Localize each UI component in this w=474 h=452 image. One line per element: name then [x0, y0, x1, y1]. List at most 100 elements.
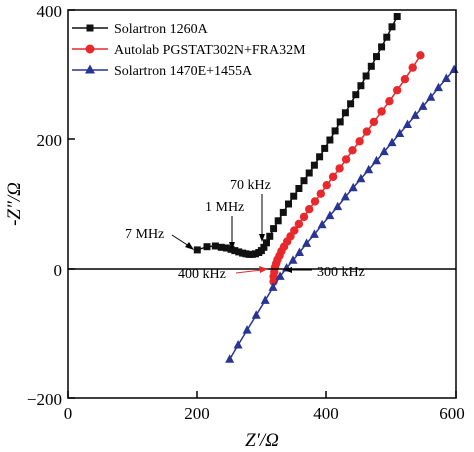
x-tick-label: 400 — [313, 404, 339, 423]
x-tick-label: 200 — [184, 404, 210, 423]
data-point — [203, 243, 211, 251]
data-point — [393, 13, 401, 20]
data-point — [305, 205, 314, 214]
data-point — [302, 238, 312, 247]
series-3 — [225, 64, 459, 363]
data-point — [393, 86, 402, 95]
data-point — [222, 244, 230, 252]
data-point — [266, 232, 274, 240]
data-point — [310, 161, 318, 169]
data-point — [251, 310, 261, 319]
data-point — [321, 144, 329, 152]
data-point — [426, 92, 436, 101]
data-point — [335, 164, 344, 173]
x-tick-labels: 0 200 400 600 — [64, 404, 465, 423]
data-point — [331, 127, 339, 135]
data-point — [295, 185, 303, 192]
data-point — [383, 33, 391, 41]
data-point — [356, 173, 366, 183]
data-point — [372, 155, 381, 165]
data-point — [364, 164, 374, 174]
data-point — [326, 136, 334, 144]
data-point — [416, 51, 425, 60]
data-point — [242, 325, 252, 334]
data-point — [285, 200, 292, 208]
data-point — [385, 97, 394, 106]
data-point — [434, 82, 443, 92]
data-point — [316, 153, 324, 161]
data-point — [274, 217, 282, 225]
data-point — [227, 245, 235, 253]
data-point — [403, 119, 412, 128]
data-point — [328, 172, 338, 181]
data-point — [362, 72, 370, 80]
annotation-arrowhead — [259, 234, 265, 242]
legend-marker — [85, 64, 95, 74]
plot-frame — [67, 9, 457, 399]
data-point — [341, 109, 349, 117]
data-point — [369, 117, 379, 127]
x-tick-label: 0 — [64, 404, 73, 423]
data-point — [270, 225, 278, 233]
data-point — [268, 282, 278, 291]
data-point — [348, 182, 358, 192]
y-tick-label: −200 — [27, 390, 62, 409]
data-point — [316, 189, 325, 198]
data-point — [288, 255, 298, 264]
annotation-arrowhead — [259, 266, 268, 273]
data-point — [418, 101, 428, 110]
data-point — [408, 63, 417, 72]
data-point — [373, 53, 380, 61]
y-tick-label: 0 — [54, 261, 63, 280]
data-point — [310, 197, 320, 206]
data-point — [325, 210, 335, 220]
data-point — [290, 226, 299, 235]
legend-label: Solartron 1260A — [114, 22, 209, 37]
data-point — [300, 177, 308, 185]
series-2 — [269, 51, 425, 286]
data-point — [193, 246, 201, 254]
annotation-arrowhead — [185, 242, 194, 250]
y-tick-labels: 400 200 0 −200 — [27, 2, 62, 409]
data-point — [347, 100, 355, 108]
y-tick-label: 400 — [37, 2, 63, 21]
annotation-arrowhead — [284, 267, 292, 273]
data-point — [299, 212, 309, 222]
x-axis-label: Z′/Ω — [245, 430, 279, 451]
data-point — [305, 169, 313, 177]
annotation-arrowhead — [229, 242, 235, 250]
data-point — [211, 242, 219, 250]
data-point — [357, 82, 365, 90]
annotation-label: 1 MHz — [205, 200, 244, 215]
data-point — [233, 340, 243, 349]
data-point — [275, 271, 285, 280]
data-point — [352, 91, 360, 99]
data-point — [294, 219, 304, 229]
annotation-label: 400 kHz — [178, 267, 226, 282]
legend-label: Autolab PGSTAT302N+FRA32M — [114, 43, 306, 58]
legend-label: Solartron 1470E+1455A — [114, 64, 253, 79]
data-point — [279, 208, 287, 216]
data-point — [348, 146, 357, 155]
data-point — [336, 118, 344, 126]
data-point — [395, 128, 405, 137]
legend-marker — [85, 44, 95, 54]
data-point — [367, 62, 375, 70]
y-ticks — [68, 9, 75, 399]
x-tick-label: 600 — [439, 404, 465, 423]
data-point — [400, 75, 410, 84]
data-point — [441, 73, 451, 82]
data-point — [377, 107, 386, 116]
data-point — [290, 192, 298, 200]
data-point — [379, 146, 389, 156]
y-tick-label: 200 — [37, 131, 63, 150]
annotation-arrow — [235, 269, 263, 274]
legend-marker — [86, 24, 94, 32]
data-point — [410, 110, 420, 119]
data-point — [260, 243, 268, 251]
annotation-label: 300 kHz — [317, 265, 365, 280]
data-point — [260, 295, 270, 304]
data-point — [263, 239, 270, 247]
x-ticks — [67, 391, 457, 398]
